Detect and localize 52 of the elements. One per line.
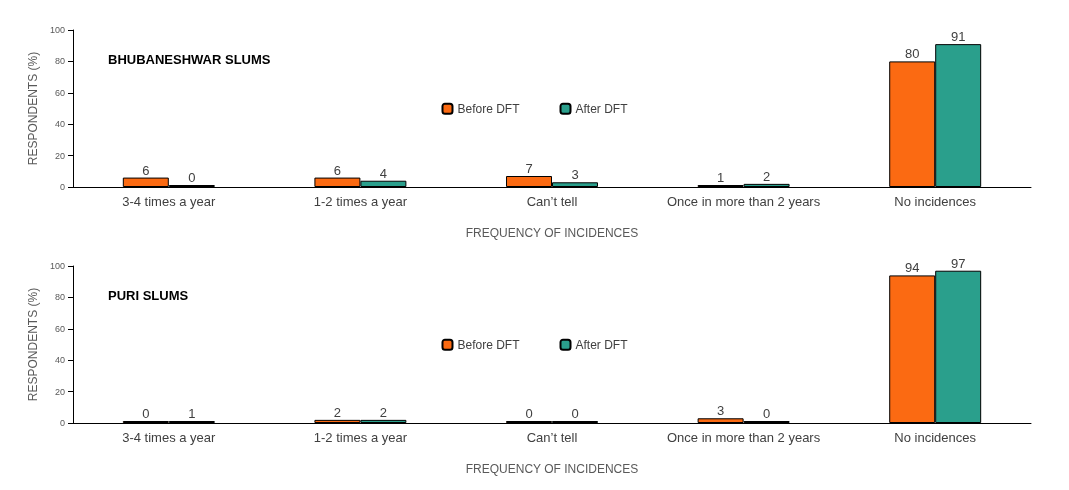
- data-label: 6: [333, 162, 342, 178]
- data-label: 1: [716, 170, 725, 185]
- data-label: 2: [333, 404, 342, 420]
- x-tick-label: Once in more than 2 years: [667, 430, 821, 445]
- y-tick-label: 60: [54, 323, 65, 334]
- x-tick-label: 3-4 times a year: [122, 430, 217, 445]
- x-tick-label: 3-4 times a year: [122, 194, 217, 209]
- x-tick-label: 1-2 times a year: [313, 430, 408, 445]
- text: PURI SLUMS: [108, 288, 189, 303]
- y-tick-label: 100: [49, 261, 65, 271]
- data-label: 4: [379, 165, 388, 181]
- data-label: 1: [188, 406, 196, 421]
- data-label: 3: [716, 403, 725, 419]
- text: BHUBANESHWAR SLUMS: [108, 52, 271, 67]
- y-tick-label: 40: [54, 355, 65, 366]
- x-tick-label: No incidences: [894, 430, 977, 445]
- data-label: 91: [950, 29, 966, 45]
- data-label: 2: [762, 168, 771, 184]
- legend-label: Before DFT: [457, 337, 521, 352]
- x-axis-title: FREQUENCY OF INCIDENCES: [465, 462, 639, 476]
- data-label: 0: [571, 406, 579, 421]
- data-label: 6: [142, 162, 150, 178]
- data-label: 97: [950, 255, 966, 271]
- x-tick-label: Once in more than 2 years: [667, 194, 821, 209]
- y-tick-label: 0: [59, 182, 65, 192]
- data-label: 3: [571, 167, 579, 183]
- y-tick-label: 0: [59, 418, 65, 428]
- x-tick-label: Can’t tell: [526, 430, 578, 445]
- y-tick-label: 80: [54, 292, 65, 303]
- legend-label: After DFT: [575, 101, 629, 116]
- data-label: 2: [379, 404, 388, 420]
- y-tick-label: 20: [54, 150, 65, 161]
- y-tick-label: 80: [54, 56, 65, 67]
- data-label: 0: [525, 406, 533, 421]
- data-label: 94: [904, 260, 920, 276]
- y-tick-label: 40: [54, 119, 65, 130]
- data-label: 7: [525, 161, 533, 177]
- x-tick-label: No incidences: [894, 194, 977, 209]
- data-label: 0: [188, 170, 196, 185]
- y-tick-label: 60: [54, 87, 65, 98]
- data-label: 80: [904, 46, 920, 62]
- y-tick-label: 20: [54, 386, 65, 397]
- x-axis-title: FREQUENCY OF INCIDENCES: [465, 226, 639, 240]
- x-tick-label: 1-2 times a year: [313, 194, 408, 209]
- x-tick-label: Can’t tell: [526, 194, 578, 209]
- y-axis-title: RESPONDENTS (%): [26, 287, 41, 402]
- data-label: 0: [762, 406, 771, 421]
- legend-label: Before DFT: [457, 101, 521, 116]
- y-tick-label: 100: [49, 25, 65, 35]
- y-axis-title: RESPONDENTS (%): [26, 51, 41, 166]
- legend-label: After DFT: [575, 337, 629, 352]
- data-label: 0: [142, 406, 150, 421]
